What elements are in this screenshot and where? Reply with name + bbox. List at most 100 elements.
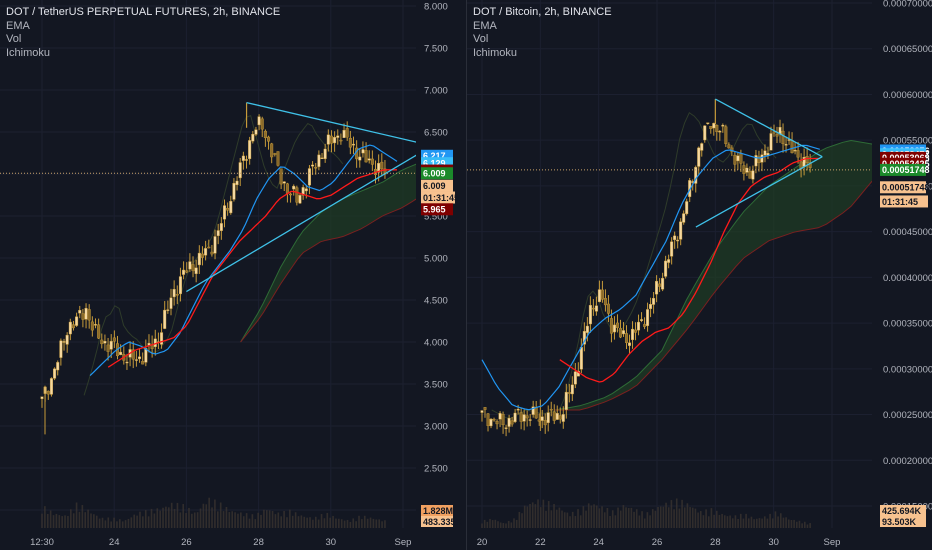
volume-bar [790,519,793,528]
price-label-badge [421,167,453,180]
volume-bar [78,511,81,528]
candle-body [248,140,252,160]
volume-bar [627,508,630,528]
x-tick-label: Sep [395,537,412,548]
candle-body [703,125,707,141]
volume-bar [64,515,66,528]
candle-body [591,307,595,310]
volume-bar [782,517,785,528]
volume-bar [614,515,617,528]
candle-body [510,420,514,425]
volume-bar [81,505,84,528]
chart-canvas-dot-usdt[interactable]: 8.0007.5007.0006.5006.0005.5005.0004.500… [0,0,466,550]
candle-body [251,133,255,142]
volume-bar [237,513,239,528]
candle-body [370,158,374,165]
candle-body [90,321,94,331]
candle-body [339,139,343,142]
candle-body [112,337,116,342]
candle-body [134,359,138,361]
x-tick-label: 30 [326,537,337,548]
volume-bar [737,519,739,528]
candle-body [106,344,110,352]
candle-body [606,303,610,314]
candle-body [733,154,737,165]
candle-body [561,414,565,422]
volume-bar [745,513,747,528]
indicator-ichimoku-label[interactable]: Ichimoku [473,46,518,59]
candle-body [609,318,613,334]
volume-bar [590,505,593,528]
volume-bar [571,511,574,528]
candle-body [78,310,82,314]
volume-bar [566,512,569,528]
candle-body [679,221,683,240]
volume-bar [338,518,340,528]
candle-body [715,125,719,132]
volume-bar [107,517,110,528]
candle-body [53,368,57,379]
volume-bar [257,512,259,528]
indicator-vol-label[interactable]: Vol [6,33,22,45]
volume-bar [90,513,92,528]
candle-body [295,187,299,203]
price-axis-area [416,0,466,550]
candle-body [279,168,283,185]
volume-bar [734,515,737,528]
volume-bar [499,522,502,528]
candle-body [103,341,107,344]
volume-bar [277,512,280,528]
price-label-text: 0.00051748 [882,183,930,193]
volume-bar [303,516,306,528]
price-axis-area [872,0,932,550]
candle-body [498,413,502,420]
candle-body [160,332,164,345]
volume-bar [691,507,694,528]
candle-body [100,339,104,345]
volume-bar [774,511,777,528]
chart-pane-dot-btc[interactable]: 0.00070000 0.00065000 0.00060000 0.00055000… [467,0,932,550]
volume-bar [162,507,164,528]
volume-bar [130,517,133,528]
indicator-ichimoku-label[interactable]: Ichimoku [6,46,51,59]
volume-bar [494,519,497,528]
y-tick-label: 4.000 [424,338,448,349]
y-tick-label: 0.00020000 [883,456,932,467]
volume-bar [116,521,118,528]
x-tick-label: 30 [768,537,779,548]
candle-body [603,298,607,306]
candle-body [624,333,628,343]
candle-body [276,151,280,166]
candle-body [210,251,214,255]
candle-body [235,180,239,186]
volume-bar [168,507,170,528]
candle-body [775,133,779,137]
candle-body [364,150,368,163]
candle-body [163,309,167,329]
volume-bar [678,508,681,528]
volume-bar [231,511,234,528]
candle-body [65,334,69,345]
volume-bar [234,512,236,528]
pane-divider[interactable] [466,0,467,550]
volume-bar [72,513,75,528]
candle-body [772,131,776,134]
price-label-text: 6.009 [423,181,446,191]
chart-pane-dot-usdt[interactable]: 8.0007.5007.0006.5006.0005.5005.0004.500… [0,0,466,550]
candle-body [640,319,644,321]
indicator-ema-label[interactable]: EMA [6,19,30,32]
indicator-ema-label[interactable]: EMA [473,19,497,32]
volume-bar [361,519,363,528]
chart-canvas-dot-btc[interactable]: 0.00070000 0.00065000 0.00060000 0.00055000… [467,0,932,550]
candle-body [314,166,318,169]
candle-body [793,149,797,152]
price-label-badge [421,179,453,192]
volume-bar [803,521,806,528]
y-tick-label: 0.00030000 [883,364,932,375]
candle-body [197,252,201,266]
indicator-vol-label[interactable]: Vol [473,33,489,45]
volume-bar [611,510,614,528]
volume-bar [665,502,667,528]
volume-bar [240,512,242,528]
price-label-text: 01:31:45 [423,193,459,203]
